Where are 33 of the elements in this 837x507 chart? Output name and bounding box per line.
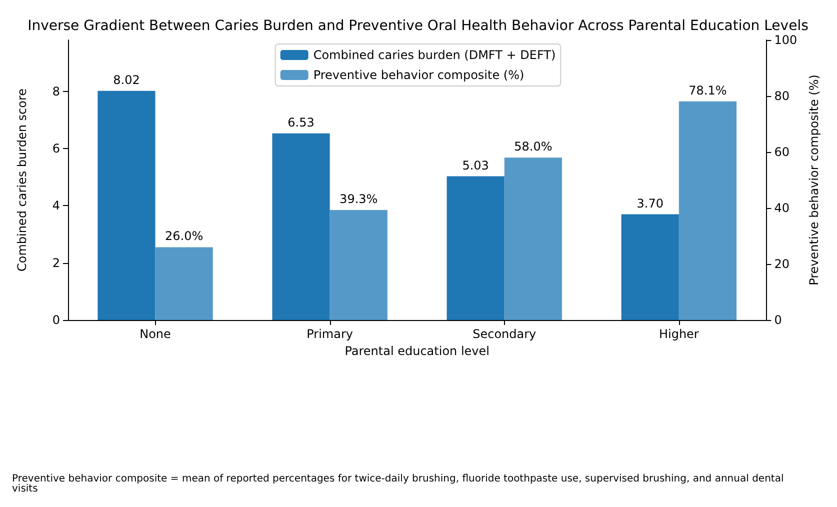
y-tick-label: 2 xyxy=(52,256,60,270)
x-tick-label: Secondary xyxy=(472,327,536,341)
y2-tick-label: 40 xyxy=(774,201,790,215)
data-label: 8.02 xyxy=(113,72,140,87)
data-label: 6.53 xyxy=(288,115,314,130)
legend-label: Combined caries burden (DMFT + DEFT) xyxy=(313,48,556,62)
y-tick-label: 8 xyxy=(52,84,60,98)
y2-tick-label: 0 xyxy=(774,313,782,327)
text: Preventive behavior composite = mean of reported percentages for twice-daily brushing, fluoride toothpaste use, supervised brushing, and annual dental visits xyxy=(12,474,787,494)
y2-tick-label: 20 xyxy=(774,257,790,271)
data-label: 3.70 xyxy=(636,196,664,210)
data-label: 78.1% xyxy=(688,83,727,98)
y-tick-label: 0 xyxy=(52,313,60,327)
chart-title: Inverse Gradient Between Caries Burden and Preventive Oral Health Behavior Across Parental Education Levels xyxy=(28,18,808,34)
legend-label: Preventive behavior composite (%) xyxy=(313,68,524,82)
x-axis-title: Parental education level xyxy=(344,344,490,358)
data-label: 58.0% xyxy=(514,140,552,154)
bar xyxy=(98,90,156,320)
x-tick-label: None xyxy=(140,327,171,341)
x-tick-label: Higher xyxy=(658,327,699,341)
y-tick-label: 6 xyxy=(52,142,60,156)
bar xyxy=(155,247,213,320)
y2-tick-label: 60 xyxy=(774,145,790,159)
data-label: 39.3% xyxy=(340,192,378,206)
y2-tick-label: 80 xyxy=(774,89,790,103)
y-axis-title: Combined caries burden score xyxy=(15,88,29,272)
data-label: 5.03 xyxy=(462,158,489,172)
y2-axis-title: Preventive behavior composite (%) xyxy=(807,74,821,286)
bar xyxy=(678,101,737,320)
y2-tick-label: 100 xyxy=(774,33,798,47)
x-tick-label: Primary xyxy=(306,327,354,341)
y-tick-label: 4 xyxy=(52,198,60,213)
data-label: 26.0% xyxy=(165,229,204,244)
